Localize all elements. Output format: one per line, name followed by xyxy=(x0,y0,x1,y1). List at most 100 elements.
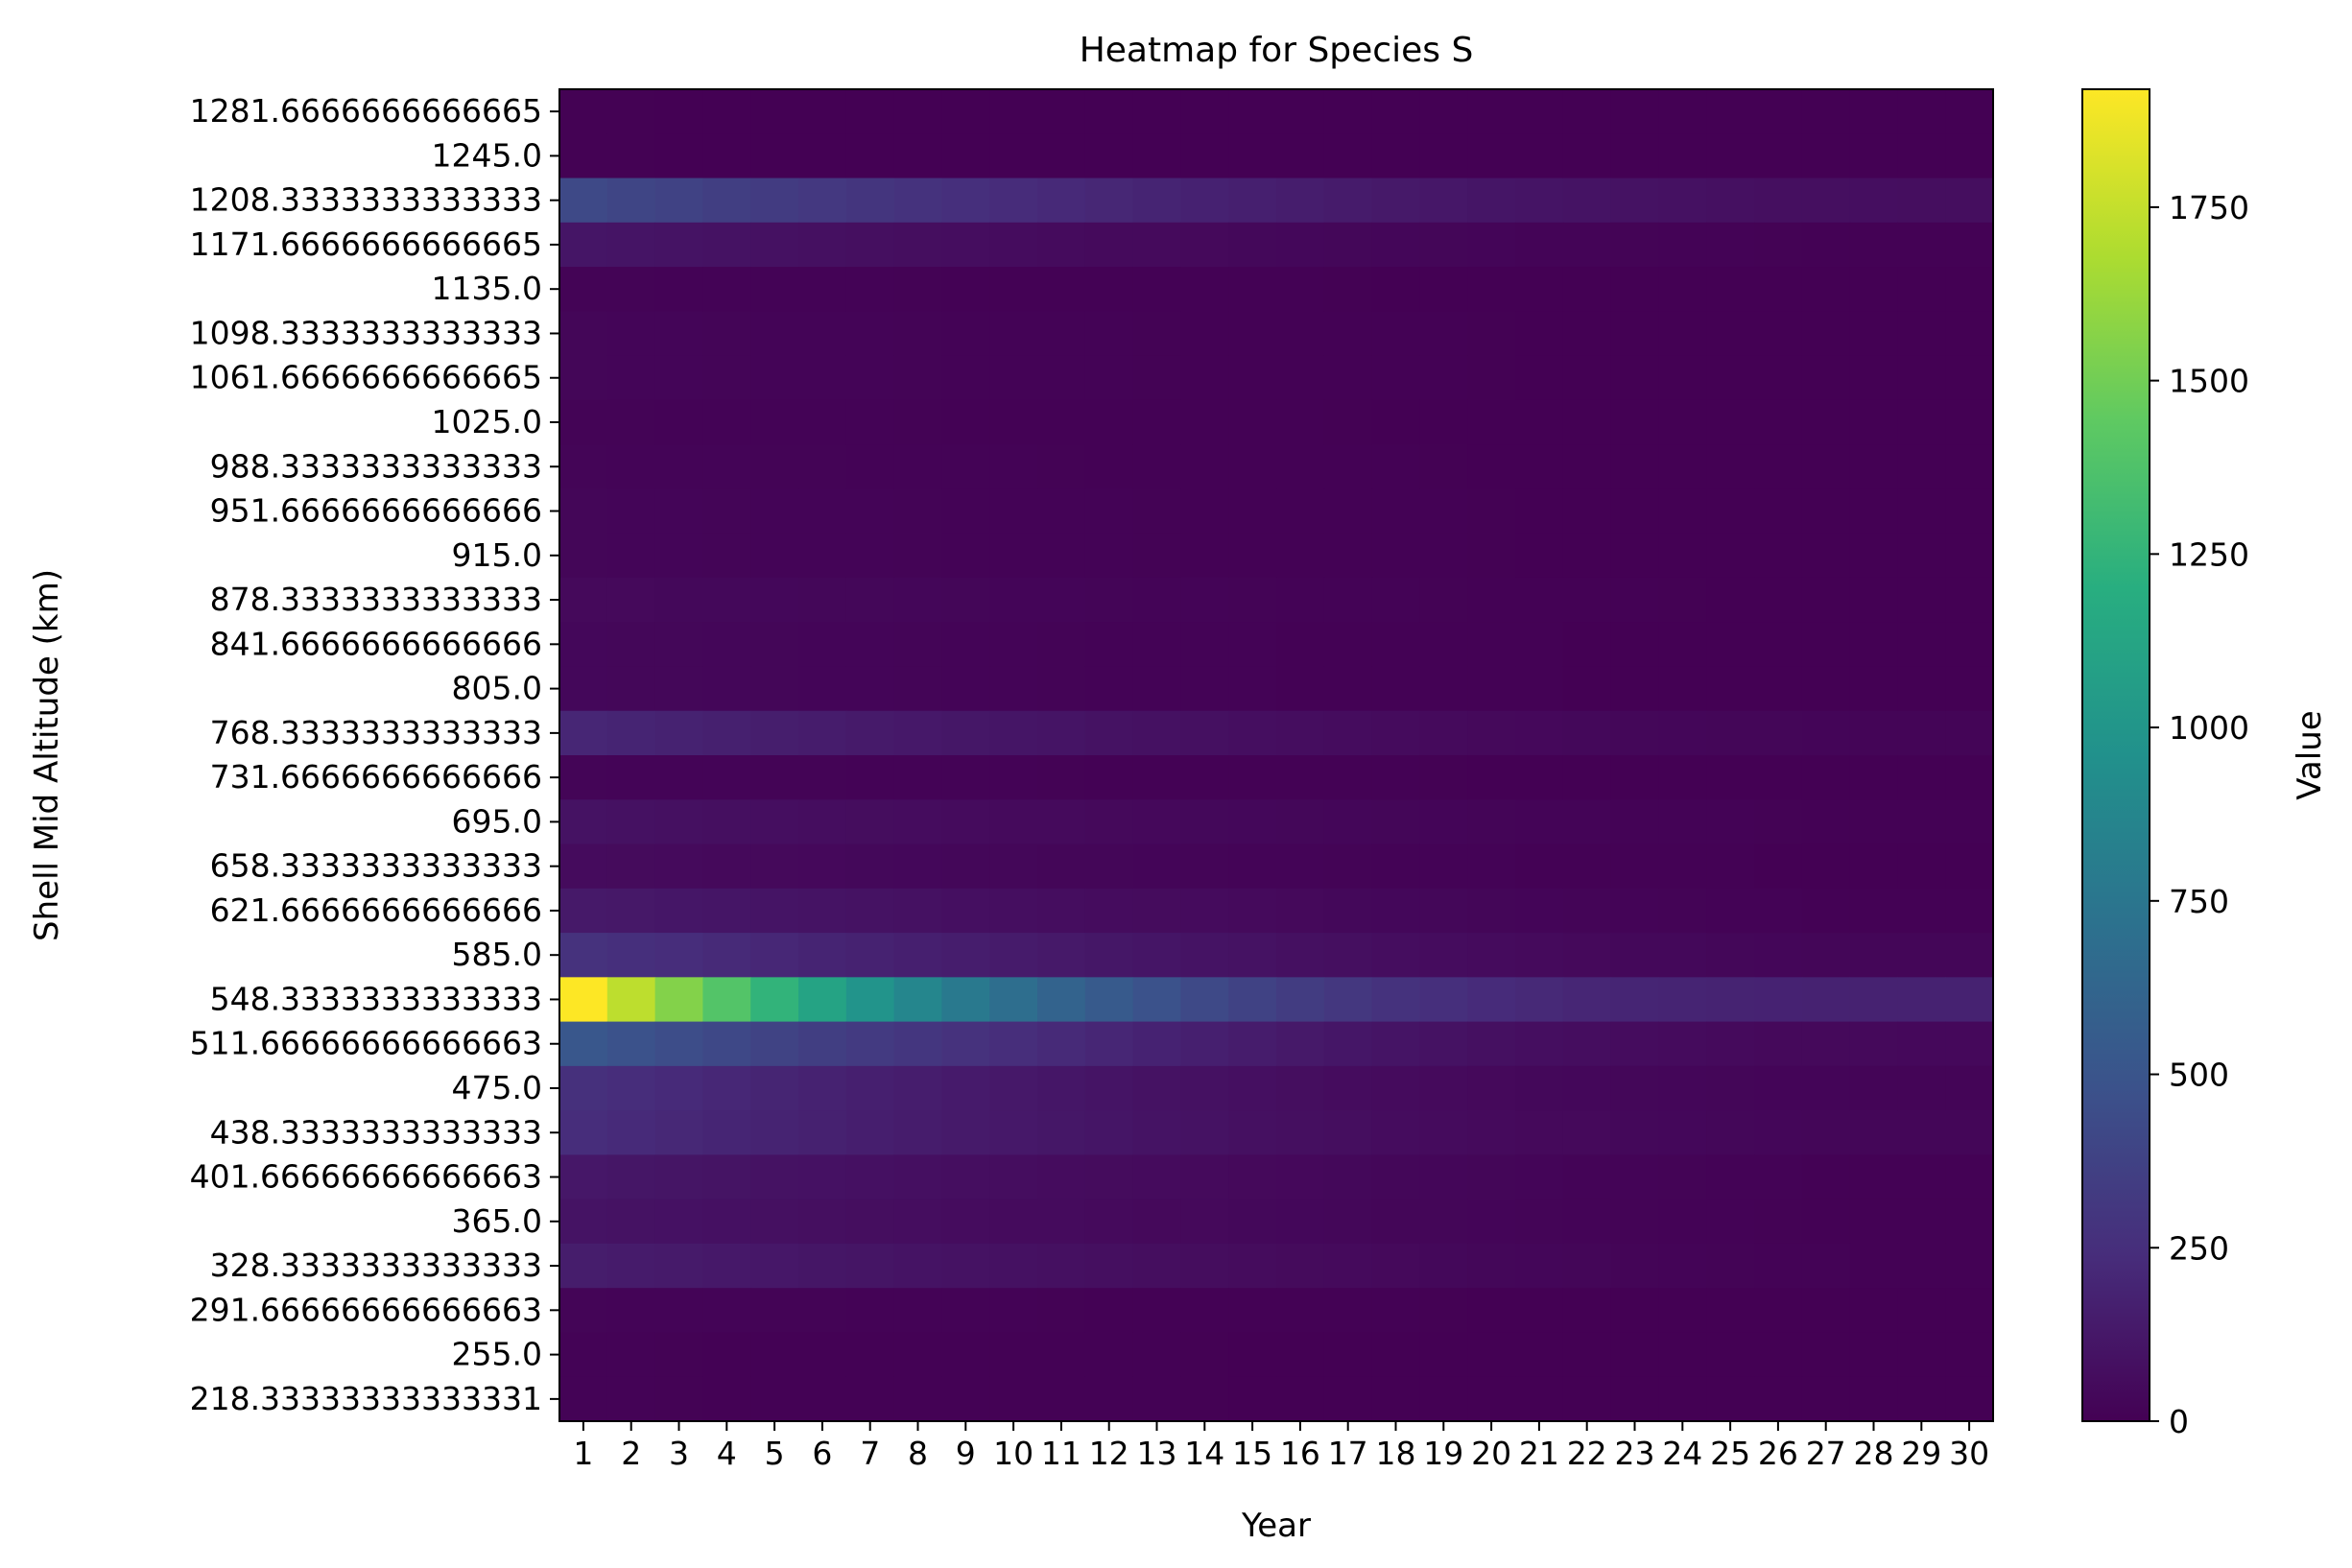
heatmap-cell xyxy=(1228,666,1277,712)
heatmap-cell xyxy=(1706,399,1755,445)
heatmap-cell xyxy=(1180,1110,1229,1155)
heatmap-cell xyxy=(1084,444,1134,489)
heatmap-cell xyxy=(1610,1199,1659,1245)
heatmap-cell xyxy=(1706,755,1755,800)
heatmap-cell xyxy=(845,178,895,224)
heatmap-cell xyxy=(1228,222,1277,268)
heatmap-cell xyxy=(1180,444,1229,489)
y-tick-label: 658.3333333333333 xyxy=(210,847,542,885)
heatmap-cell xyxy=(1897,843,1946,890)
heatmap-cell xyxy=(1562,577,1612,623)
heatmap-cell xyxy=(1849,178,1898,224)
heatmap-cell xyxy=(1515,444,1564,489)
heatmap-cell xyxy=(941,622,990,668)
heatmap-cell xyxy=(1706,89,1755,134)
heatmap-cell xyxy=(1897,1243,1946,1289)
heatmap-cell xyxy=(941,843,990,890)
heatmap-cell xyxy=(1276,1243,1325,1289)
heatmap-cell xyxy=(941,89,990,134)
heatmap-cell xyxy=(1276,1376,1325,1422)
heatmap-cell xyxy=(1132,710,1181,756)
heatmap-cell xyxy=(750,799,799,845)
heatmap-cell xyxy=(1132,355,1181,401)
heatmap-cell xyxy=(1276,666,1325,712)
heatmap-cell xyxy=(1419,1199,1468,1245)
y-tick-label: 328.3333333333333 xyxy=(210,1247,542,1284)
y-tick-label: 218.33333333333331 xyxy=(190,1380,542,1417)
heatmap-cell xyxy=(798,888,847,934)
heatmap-cell xyxy=(989,311,1038,357)
heatmap-cell xyxy=(1515,488,1564,535)
heatmap-cell xyxy=(559,666,608,712)
heatmap-cell xyxy=(559,1021,608,1067)
heatmap-cell xyxy=(1371,755,1420,800)
heatmap-cell xyxy=(1562,1288,1612,1334)
heatmap-cell xyxy=(941,1154,990,1200)
heatmap-cell xyxy=(1084,622,1134,668)
x-tick-label: 24 xyxy=(1662,1435,1702,1472)
heatmap-cell xyxy=(1945,488,1994,535)
heatmap-cell xyxy=(702,399,751,445)
heatmap-cell xyxy=(654,267,703,312)
heatmap-cell xyxy=(941,311,990,357)
heatmap-cell xyxy=(750,399,799,445)
heatmap-cell xyxy=(1228,622,1277,668)
x-tick-label: 6 xyxy=(812,1435,832,1472)
heatmap-cell xyxy=(1754,355,1803,401)
heatmap-cell xyxy=(702,1154,751,1200)
x-tick-label: 2 xyxy=(621,1435,641,1472)
heatmap-cell xyxy=(1801,267,1851,312)
heatmap-cell xyxy=(750,178,799,224)
heatmap-cell xyxy=(1323,1154,1373,1200)
heatmap-cell xyxy=(1515,222,1564,268)
heatmap-cell xyxy=(941,533,990,579)
heatmap-cell xyxy=(1276,622,1325,668)
heatmap-cell xyxy=(606,399,656,445)
heatmap-cell xyxy=(559,444,608,489)
heatmap-cell xyxy=(1849,133,1898,179)
heatmap-cell xyxy=(1945,1332,1994,1378)
y-tick-label: 1061.6666666666665 xyxy=(190,359,542,396)
heatmap-cell xyxy=(702,488,751,535)
heatmap-cell xyxy=(1467,977,1516,1023)
heatmap-cell xyxy=(1515,843,1564,890)
heatmap-cell xyxy=(989,1199,1038,1245)
heatmap-cell xyxy=(941,1243,990,1289)
x-tick-label: 14 xyxy=(1184,1435,1224,1472)
heatmap-cell xyxy=(1801,977,1851,1023)
heatmap-cell xyxy=(941,267,990,312)
heatmap-cell xyxy=(1323,1243,1373,1289)
heatmap-cell xyxy=(1084,399,1134,445)
y-tick-label: 915.0 xyxy=(452,536,542,574)
heatmap-cell xyxy=(1371,888,1420,934)
heatmap-cell xyxy=(1801,533,1851,579)
heatmap-cell xyxy=(1706,710,1755,756)
heatmap-cell xyxy=(1658,1243,1707,1289)
heatmap-cell xyxy=(1801,799,1851,845)
heatmap-cell xyxy=(1467,622,1516,668)
heatmap-cell xyxy=(1323,977,1373,1023)
heatmap-cell xyxy=(1897,1154,1946,1200)
heatmap-cell xyxy=(1801,444,1851,489)
heatmap-cell xyxy=(559,888,608,934)
heatmap-cell xyxy=(1849,710,1898,756)
heatmap-cell xyxy=(1562,843,1612,890)
heatmap-cell xyxy=(1084,710,1134,756)
heatmap-cell xyxy=(1180,222,1229,268)
heatmap-cell xyxy=(798,267,847,312)
heatmap-cell xyxy=(1658,133,1707,179)
x-tick-label: 8 xyxy=(908,1435,928,1472)
heatmap-cell xyxy=(1562,1065,1612,1111)
heatmap-cell xyxy=(750,222,799,268)
heatmap-cell xyxy=(1562,1199,1612,1245)
x-tick-label: 1 xyxy=(573,1435,593,1472)
heatmap-cell xyxy=(702,267,751,312)
heatmap-cell xyxy=(1562,933,1612,978)
heatmap-cell xyxy=(1228,933,1277,978)
y-tick-label: 1025.0 xyxy=(432,403,542,440)
heatmap-cell xyxy=(1276,399,1325,445)
heatmap-cell xyxy=(702,222,751,268)
heatmap-cell xyxy=(1801,133,1851,179)
x-tick-label: 15 xyxy=(1232,1435,1272,1472)
heatmap-cell xyxy=(1323,488,1373,535)
